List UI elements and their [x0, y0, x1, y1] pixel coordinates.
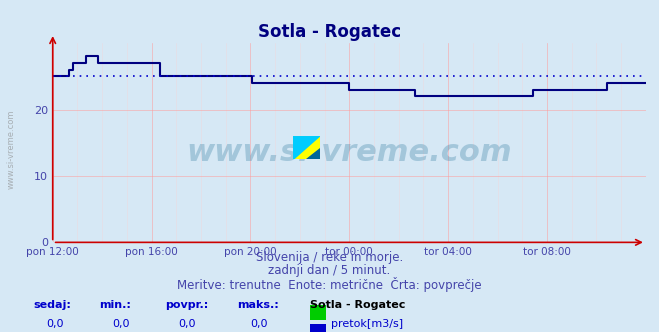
Text: maks.:: maks.:	[237, 300, 279, 310]
Text: 0,0: 0,0	[250, 319, 268, 329]
Polygon shape	[293, 136, 320, 159]
Text: Sotla - Rogatec: Sotla - Rogatec	[310, 300, 405, 310]
Text: www.si-vreme.com: www.si-vreme.com	[186, 138, 512, 167]
Text: Sotla - Rogatec: Sotla - Rogatec	[258, 23, 401, 41]
Text: povpr.:: povpr.:	[165, 300, 208, 310]
Text: www.si-vreme.com: www.si-vreme.com	[7, 110, 16, 189]
Text: sedaj:: sedaj:	[33, 300, 71, 310]
Text: zadnji dan / 5 minut.: zadnji dan / 5 minut.	[268, 264, 391, 277]
Text: 0,0: 0,0	[112, 319, 130, 329]
Text: min.:: min.:	[99, 300, 130, 310]
Text: Slovenija / reke in morje.: Slovenija / reke in morje.	[256, 251, 403, 264]
Text: 0,0: 0,0	[46, 319, 64, 329]
Polygon shape	[306, 148, 320, 159]
Polygon shape	[293, 136, 320, 159]
Text: 0,0: 0,0	[178, 319, 196, 329]
Text: Meritve: trenutne  Enote: metrične  Črta: povprečje: Meritve: trenutne Enote: metrične Črta: …	[177, 277, 482, 292]
Text: pretok[m3/s]: pretok[m3/s]	[331, 319, 403, 329]
